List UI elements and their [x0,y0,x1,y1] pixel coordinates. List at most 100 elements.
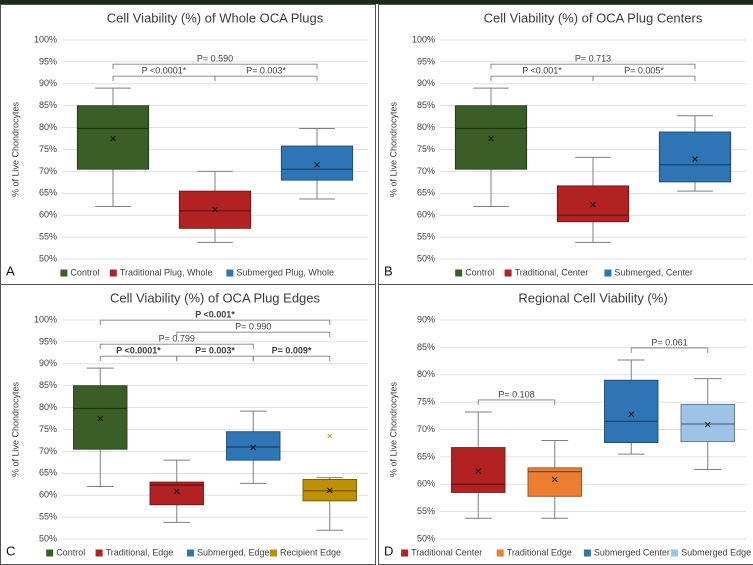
y-tick-label: 80% [417,369,435,379]
y-tick-label: 50% [417,533,435,543]
legend-label: Submerged, Center [614,267,693,277]
significance-bracket [176,331,331,338]
y-tick-label: 55% [39,231,57,241]
box [76,105,150,170]
y-axis-label: % of Live Chondrocytes [10,381,20,477]
p-value-label: P= 0.061 [651,337,687,347]
mean-marker [173,488,180,495]
box [149,481,204,506]
mean-marker [97,415,104,422]
panel-letter: B [384,263,393,278]
y-tick-label: 90% [39,78,57,88]
box [680,403,735,442]
legend-label: Submerged, Edge [197,547,270,557]
legend-label: Traditional Edge [507,547,572,557]
y-tick-label: 50% [39,533,57,543]
significance-bracket [477,399,556,405]
legend-swatch [455,269,463,277]
legend-label: Traditional Center [411,547,482,557]
y-tick-label: 60% [417,210,435,220]
legend-label: Recipient Edge [280,547,341,557]
significance-bracket [176,355,254,362]
box [527,467,582,497]
p-value-label: P <0.001* [522,66,562,76]
legend-label: Submerged Edge [681,547,751,557]
legend-swatch [187,549,194,557]
mean-marker [326,487,333,494]
p-value-label: P= 0.713 [575,54,611,64]
panel-letter: C [6,543,15,558]
legend-label: Control [56,547,85,557]
y-tick-label: 50% [417,253,435,263]
box [658,131,732,183]
outlier-marker [327,433,333,439]
y-tick-label: 90% [417,314,435,324]
y-tick-label: 55% [39,511,57,521]
y-tick-label: 70% [417,424,435,434]
significance-bracket [112,63,318,70]
legend-swatch [109,269,117,277]
box [556,185,630,223]
y-tick-label: 85% [417,100,435,110]
chart-panel: Cell Viability (%) of OCA Plug Centers % … [378,4,753,285]
mean-marker [314,161,320,168]
legend-label: Submerged Center [594,547,670,557]
panel-letter: A [6,263,15,278]
y-tick-label: 55% [417,506,435,516]
significance-bracket [99,343,254,350]
y-tick-label: 70% [417,166,435,176]
significance-bracket [99,319,331,326]
y-tick-label: 100% [34,314,57,324]
box [604,379,659,444]
box [454,105,528,170]
box [451,447,506,493]
p-value-label: P <0.001* [195,310,235,320]
significance-bracket [592,75,696,82]
chart-panel: Cell Viability (%) of Whole OCA Plugs % o… [0,4,376,285]
y-tick-label: 80% [39,402,57,412]
significance-bracket [630,347,709,353]
legend-swatch [46,549,54,557]
legend-label: Control [465,267,494,277]
mean-marker [704,421,711,428]
mean-marker [551,476,558,483]
y-tick-label: 100% [412,34,435,44]
p-value-label: P= 0.003* [246,66,286,76]
p-value-label: P= 0.108 [498,389,534,399]
mean-marker [250,444,257,451]
legend-swatch [583,549,591,557]
box [280,145,354,181]
significance-bracket [112,75,216,82]
y-tick-label: 65% [39,188,57,198]
significance-bracket [252,355,331,362]
chart-title: Cell Viability (%) of Whole OCA Plugs [107,10,324,25]
p-value-label: P= 0.590 [197,54,233,64]
p-value-label: P= 0.009* [272,346,312,356]
significance-bracket [490,75,594,82]
y-tick-label: 65% [39,468,57,478]
y-tick-label: 90% [39,358,57,368]
legend-swatch [95,549,103,557]
mean-marker [212,206,218,213]
top-strip [0,0,753,4]
chart-panel: Cell Viability (%) of OCA Plug Edges % of… [0,284,376,565]
p-value-label: P= 0.990 [235,322,271,332]
legend-swatch [504,269,512,277]
y-tick-label: 60% [39,490,57,500]
legend-label: Submerged Plug, Whole [236,267,334,277]
mean-marker [590,201,596,208]
legend-swatch [226,269,234,277]
mean-marker [692,156,698,162]
legend-label: Traditional, Edge [106,547,174,557]
mean-marker [628,411,635,418]
legend-swatch [604,269,612,277]
y-axis-label: % of Live Chondrocytes [388,101,398,197]
y-tick-label: 80% [39,122,57,132]
y-tick-label: 70% [39,446,57,456]
y-tick-label: 50% [39,253,57,263]
p-value-label: P= 0.003* [195,346,235,356]
y-tick-label: 95% [417,56,435,66]
legend-label: Traditional, Center [515,267,589,277]
chart-panel: Regional Cell Viability (%) % of Live Cho… [378,284,753,565]
